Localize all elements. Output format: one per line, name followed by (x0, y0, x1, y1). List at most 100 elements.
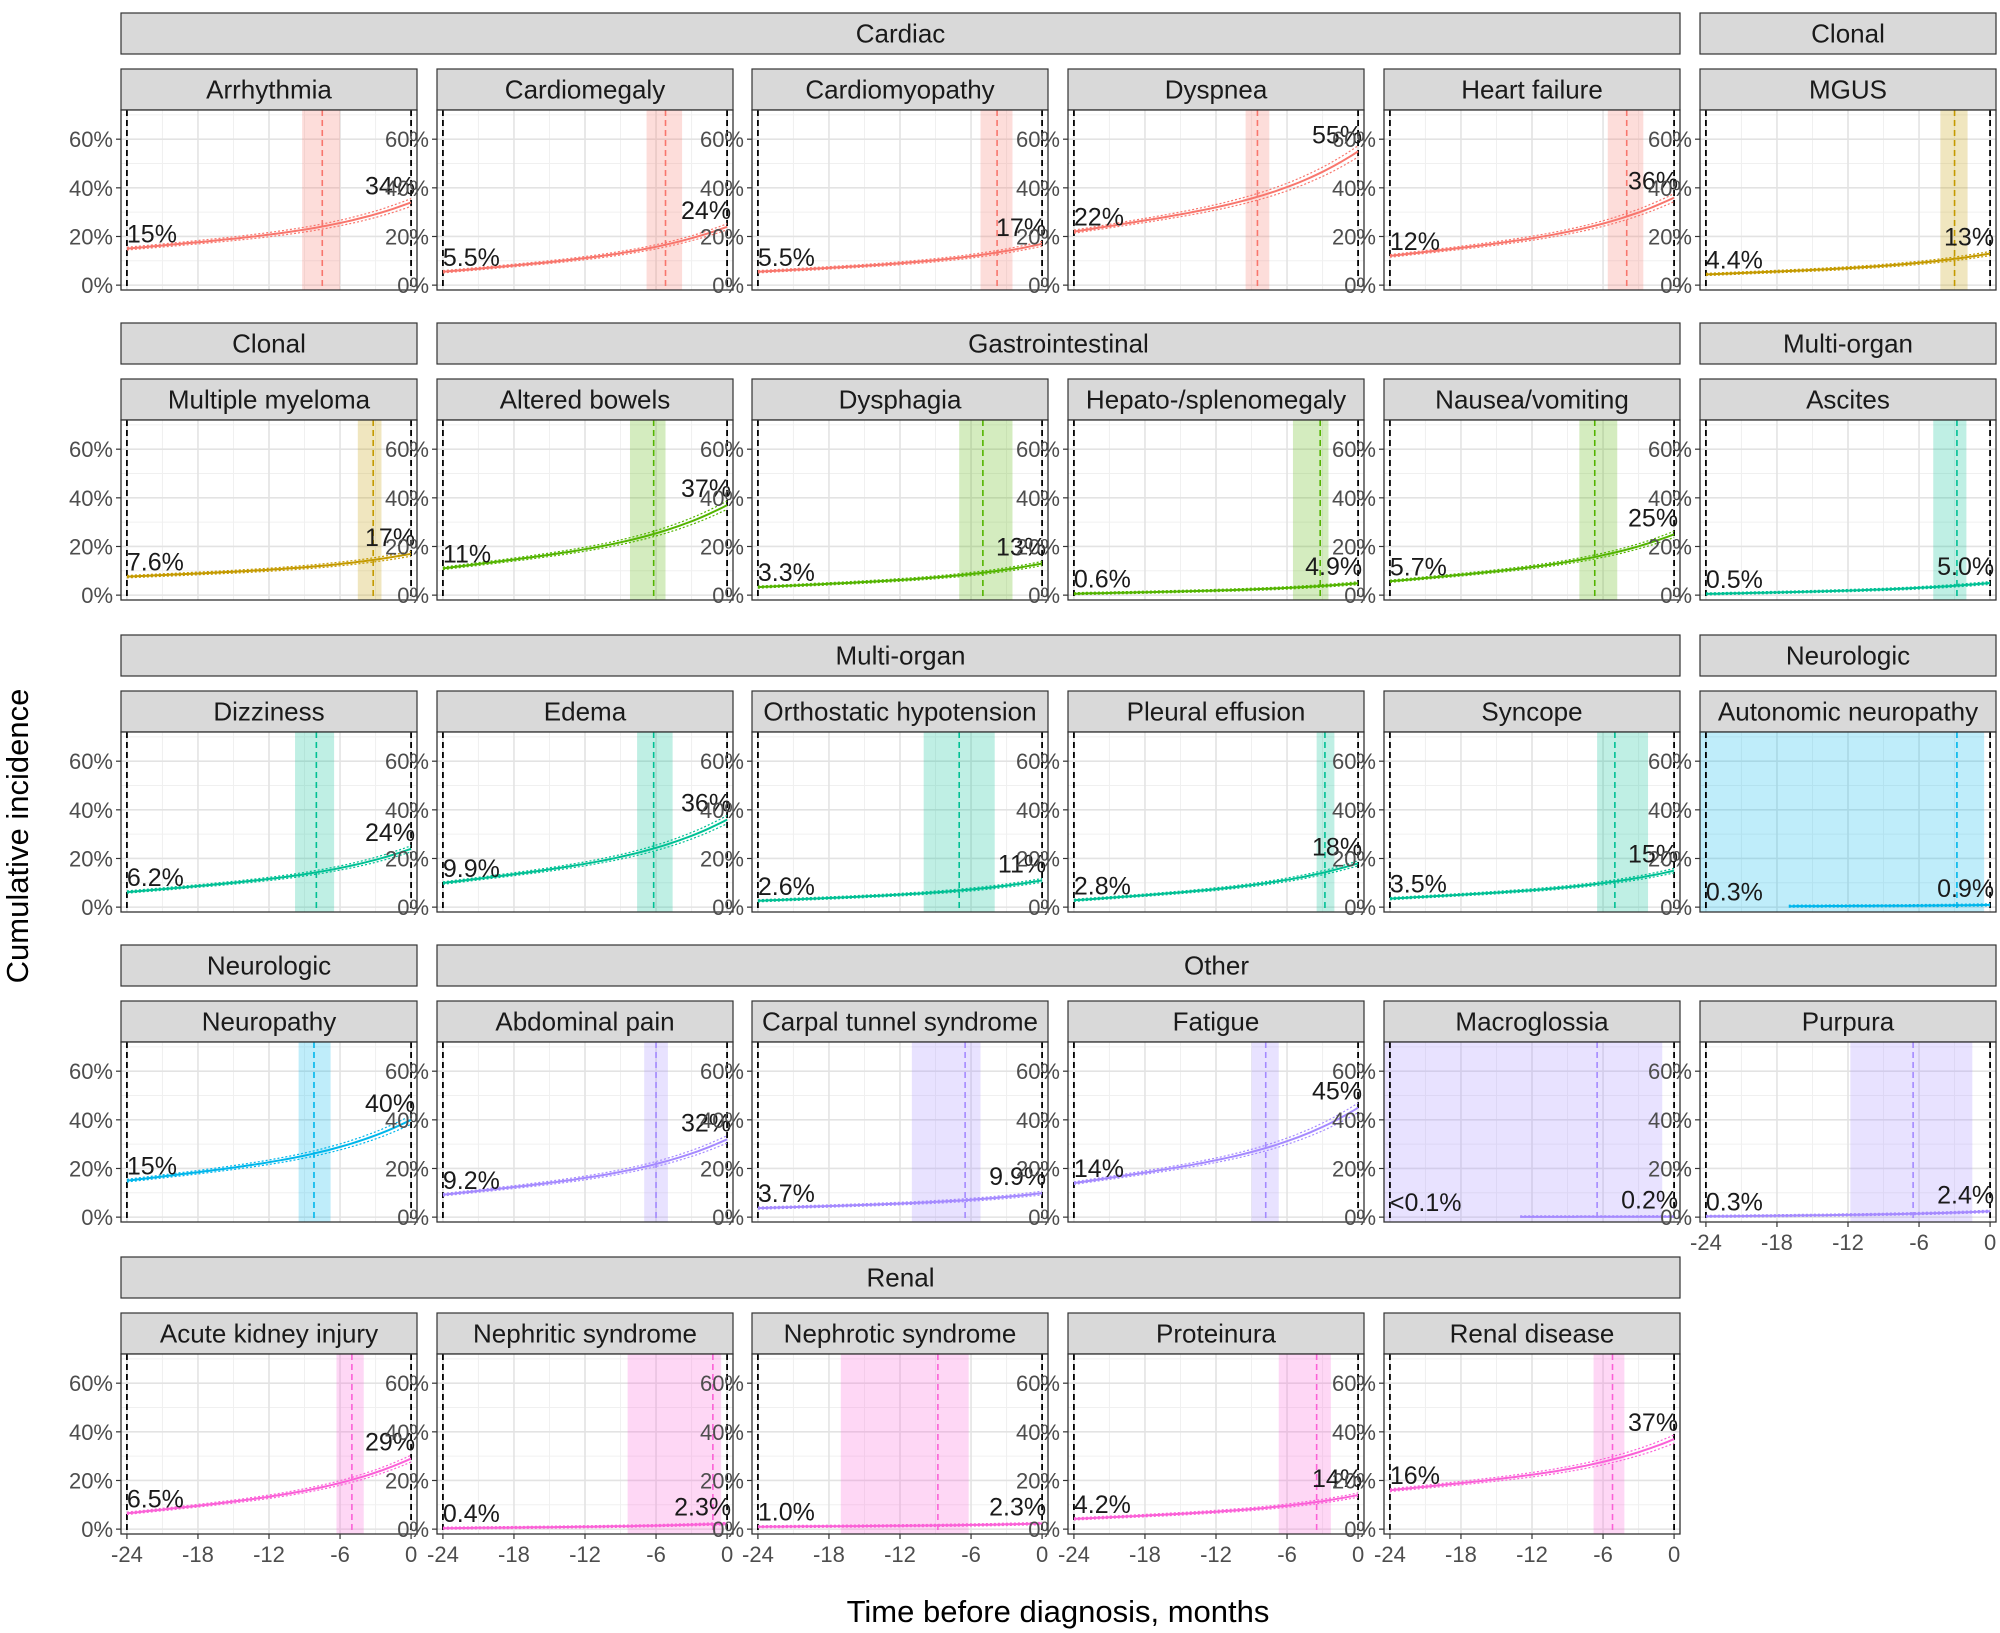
confidence-band (646, 110, 683, 290)
y-tick-label: 60% (1016, 1059, 1060, 1084)
start-value-label: 7.6% (127, 549, 184, 577)
y-tick-label: 40% (1016, 486, 1060, 511)
confidence-band (1384, 1042, 1663, 1222)
panel-altered-bowels: 11% 37% 0% 20% 40% 60% (385, 419, 734, 608)
panel-orthostatic-hypotension: 2.6% 11% 0% 20% 40% 60% (700, 731, 1049, 920)
y-tick-label: 0% (712, 583, 744, 608)
panel-title-nephrotic-syndrome: Nephrotic syndrome (784, 1319, 1017, 1349)
y-tick-label: 0% (397, 583, 429, 608)
x-tick-label: -18 (813, 1542, 845, 1567)
ci-upper-line (1073, 145, 1359, 231)
panel-cardiomegaly: 5.5% 24% 0% 20% 40% 60% (385, 109, 734, 298)
y-tick-label: 0% (1344, 583, 1376, 608)
panel-acute-kidney-injury: 6.5% 29% 0% 20% 40% 60% -24 -18 -12 -6 0 (69, 1353, 418, 1567)
confidence-band (1933, 420, 1967, 600)
y-tick-label: 20% (700, 846, 744, 871)
panel-border (120, 109, 418, 291)
ci-lower-line (1073, 156, 1359, 234)
category-strip-renal: Renal (867, 1263, 935, 1293)
panel-title-arrhythmia-box (120, 68, 418, 111)
end-value-label: 36% (1628, 168, 1678, 196)
y-tick-label: 40% (69, 176, 113, 201)
y-tick-label: 20% (1332, 534, 1376, 559)
ci-upper-line (1073, 1102, 1359, 1183)
panel-title-heart-failure: Heart failure (1461, 75, 1603, 105)
ci-lower-line (126, 1123, 412, 1183)
end-value-label: 5.0% (1937, 553, 1994, 581)
y-tick-label: 60% (1648, 749, 1692, 774)
y-tick-label: 40% (69, 1420, 113, 1445)
x-tick-label: 0 (1036, 1542, 1048, 1567)
panel-title-mgus: MGUS (1809, 75, 1887, 105)
end-value-label: 15% (1628, 841, 1678, 869)
y-tick-label: 60% (1648, 127, 1692, 152)
panel-title-orthostatic-hypotension-box (751, 690, 1049, 733)
incidence-line (126, 552, 412, 578)
y-tick-label: 0% (81, 1205, 113, 1230)
y-tick-label: 40% (1332, 798, 1376, 823)
end-value-label: 9.9% (989, 1163, 1046, 1191)
y-tick-label: 60% (1332, 1371, 1376, 1396)
y-tick-label: 60% (69, 749, 113, 774)
panel-title-dysphagia: Dysphagia (839, 385, 962, 415)
panel-purpura: 0.3% 2.4% 0% 20% 40% 60% -24 -18 -12 -6 0 (1648, 1041, 1997, 1255)
confidence-band (911, 1042, 981, 1222)
panel-nephritic-syndrome: 0.4% 2.3% 0% 20% 40% 60% -24 -18 -12 -6 0 (385, 1353, 734, 1567)
start-value-label: 3.7% (758, 1180, 815, 1208)
incidence-line (1389, 1438, 1675, 1492)
start-value-label: 14% (1074, 1155, 1124, 1183)
confidence-band (302, 110, 341, 290)
panel-carpal-tunnel-syndrome: 3.7% 9.9% 0% 20% 40% 60% (700, 1041, 1049, 1230)
incidence-line (1073, 1494, 1359, 1520)
panel-title-orthostatic-hypotension: Orthostatic hypotension (763, 697, 1036, 727)
panel-title-cardiomyopathy: Cardiomyopathy (805, 75, 994, 105)
incidence-line (757, 562, 1043, 589)
y-tick-label: 60% (385, 127, 429, 152)
panel-border (751, 109, 1049, 291)
x-tick-label: -18 (498, 1542, 530, 1567)
panel-title-dizziness: Dizziness (213, 697, 324, 727)
ci-upper-line (1705, 250, 1991, 274)
confidence-band (627, 1354, 722, 1534)
y-tick-label: 40% (1016, 176, 1060, 201)
panel-nephrotic-syndrome: 1.0% 2.3% 0% 20% 40% 60% -24 -18 -12 -6 0 (700, 1353, 1049, 1567)
panel-neuropathy: 15% 40% 0% 20% 40% 60% (69, 1041, 418, 1230)
start-value-label: 15% (127, 1153, 177, 1181)
end-value-label: 36% (681, 790, 731, 818)
y-tick-label: 60% (69, 437, 113, 462)
category-strip-clonal: Clonal (232, 329, 306, 359)
y-tick-label: 60% (1016, 749, 1060, 774)
y-tick-label: 0% (1028, 1517, 1060, 1542)
y-tick-label: 0% (397, 273, 429, 298)
category-strip-gastrointestinal: Gastrointestinal (968, 329, 1149, 359)
panel-border (1699, 109, 1997, 291)
panel-border (751, 1041, 1049, 1223)
y-tick-label: 60% (1016, 1371, 1060, 1396)
y-axis-title: Cumulative incidence (0, 689, 35, 984)
y-tick-label: 0% (1660, 1205, 1692, 1230)
panel-title-purpura-box (1699, 1000, 1997, 1043)
ci-upper-line (1705, 1209, 1991, 1217)
ci-lower-line (1389, 201, 1675, 258)
ci-lower-line (442, 1524, 728, 1530)
y-tick-label: 0% (1660, 273, 1692, 298)
ci-lower-line (1073, 584, 1359, 596)
incidence-line (1073, 862, 1359, 902)
y-tick-label: 0% (397, 895, 429, 920)
category-strip-neurologic: Neurologic (207, 951, 331, 981)
y-tick-label: 60% (385, 1059, 429, 1084)
y-tick-label: 60% (1016, 127, 1060, 152)
y-tick-label: 0% (1028, 895, 1060, 920)
panel-cardiomyopathy: 5.5% 17% 0% 20% 40% 60% (700, 109, 1049, 298)
y-tick-label: 60% (1332, 437, 1376, 462)
ci-upper-line (757, 877, 1043, 901)
confidence-band (357, 420, 382, 600)
start-value-label: 4.4% (1706, 246, 1763, 274)
y-tick-label: 60% (69, 1059, 113, 1084)
y-tick-label: 40% (1332, 486, 1376, 511)
ci-lower-line (1705, 583, 1991, 596)
panel-title-acute-kidney-injury: Acute kidney injury (160, 1319, 378, 1349)
incidence-line (126, 847, 412, 894)
start-value-label: <0.1% (1390, 1189, 1462, 1217)
y-tick-label: 0% (712, 895, 744, 920)
